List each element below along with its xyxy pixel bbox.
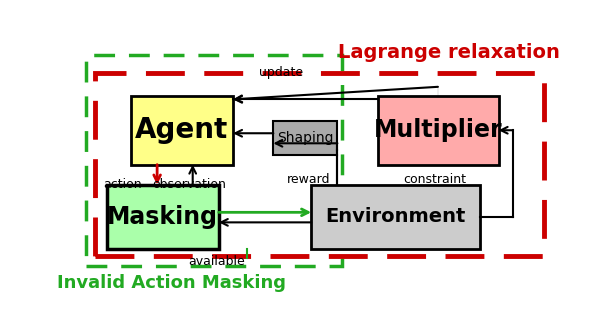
Text: Masking: Masking	[107, 205, 218, 229]
FancyBboxPatch shape	[274, 121, 337, 155]
Text: available: available	[188, 255, 245, 268]
Text: Multiplier: Multiplier	[373, 118, 502, 142]
Text: constraint: constraint	[403, 173, 466, 186]
Text: Environment: Environment	[325, 207, 465, 226]
FancyBboxPatch shape	[378, 96, 499, 165]
FancyBboxPatch shape	[107, 185, 219, 249]
Bar	[95, 73, 543, 256]
Text: Shaping: Shaping	[277, 131, 334, 145]
Text: observation: observation	[152, 178, 226, 191]
Text: Lagrange relaxation: Lagrange relaxation	[338, 43, 560, 62]
FancyBboxPatch shape	[131, 96, 233, 165]
FancyBboxPatch shape	[312, 185, 480, 249]
Text: action: action	[103, 178, 143, 191]
Text: reward: reward	[287, 173, 330, 186]
Text: update: update	[259, 66, 303, 79]
Text: Agent: Agent	[135, 116, 228, 144]
Text: Invalid Action Masking: Invalid Action Masking	[57, 274, 286, 292]
Bar	[86, 55, 342, 266]
